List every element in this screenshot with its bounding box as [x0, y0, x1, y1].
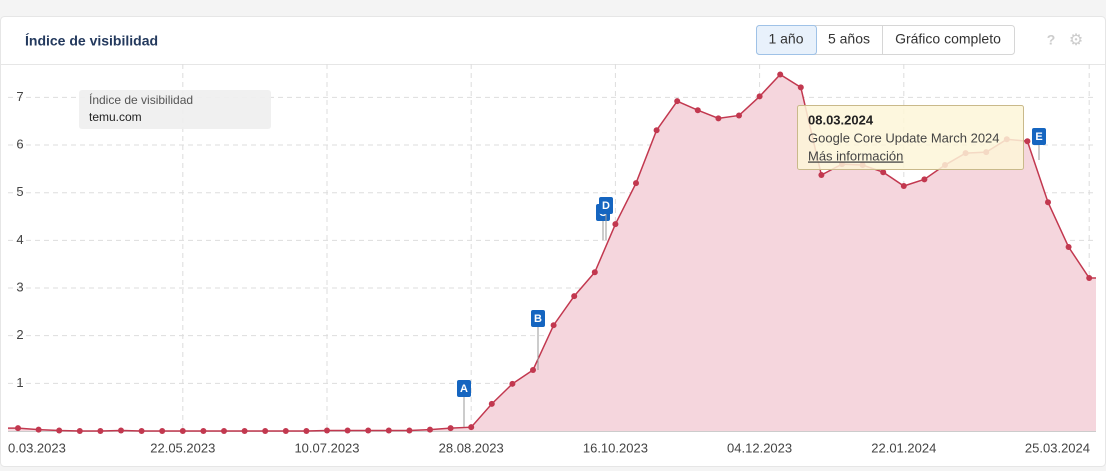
- data-point: [241, 428, 248, 434]
- legend-title: Índice de visibilidad: [89, 92, 193, 107]
- data-point: [488, 400, 495, 407]
- button-1y[interactable]: 1 año: [768, 31, 803, 47]
- data-point: [921, 176, 928, 183]
- data-point: [97, 428, 104, 434]
- data-point: [900, 183, 907, 190]
- widget-title: Índice de visibilidad: [25, 33, 158, 49]
- data-point: [138, 428, 145, 434]
- data-point: [35, 426, 42, 433]
- event-flag: [531, 310, 545, 327]
- x-tick-label: 04.12.2023: [727, 440, 792, 455]
- x-tick-label: 28.08.2023: [439, 440, 504, 455]
- data-point: [303, 428, 310, 434]
- data-point: [468, 424, 475, 431]
- event-label: A: [460, 383, 468, 395]
- data-point: [1086, 275, 1093, 282]
- data-point: [880, 169, 887, 176]
- y-tick-label: 5: [16, 184, 23, 199]
- button-active[interactable]: [756, 25, 817, 55]
- y-tick-label: 2: [16, 327, 23, 342]
- data-point: [427, 426, 433, 433]
- data-point: [262, 428, 269, 434]
- tooltip-text: Google Core Update March 2024: [808, 130, 1000, 145]
- event-label: D: [602, 200, 610, 212]
- legend-domain: temu.com: [89, 110, 142, 124]
- data-point: [56, 427, 63, 434]
- data-point: [777, 71, 784, 78]
- data-point: [571, 293, 578, 300]
- data-point: [694, 107, 701, 114]
- data-point: [612, 221, 619, 228]
- x-tick-label: 25.03.2024: [1025, 440, 1090, 455]
- event-flag: [457, 380, 471, 397]
- x-tick-label: 10.07.2023: [294, 440, 359, 455]
- legend-box: [79, 90, 271, 129]
- data-point: [530, 366, 536, 373]
- data-point: [200, 428, 207, 434]
- button-5y[interactable]: 5 años: [828, 31, 870, 47]
- data-point: [550, 322, 557, 329]
- data-point: [118, 427, 124, 434]
- data-point: [406, 427, 413, 434]
- tooltip: [797, 105, 1024, 170]
- data-point: [324, 427, 330, 434]
- x-tick-label: 0.03.2023: [8, 440, 66, 455]
- x-tick-label: 22.01.2024: [871, 440, 936, 455]
- event-flag: [1032, 128, 1046, 145]
- event-label: B: [534, 313, 542, 325]
- button-full[interactable]: Gráfico completo: [895, 31, 1001, 47]
- data-point: [633, 180, 639, 187]
- data-point: [797, 84, 804, 91]
- y-tick-label: 6: [16, 136, 23, 151]
- data-point: [756, 93, 763, 100]
- data-point: [736, 112, 742, 119]
- data-point: [509, 380, 516, 387]
- tooltip-date: 08.03.2024: [808, 112, 874, 127]
- data-point: [674, 98, 681, 105]
- data-point: [282, 428, 289, 434]
- area: [8, 74, 1096, 431]
- data-point: [1065, 244, 1072, 251]
- tooltip-link[interactable]: Más información: [808, 148, 903, 163]
- data-point: [653, 127, 660, 134]
- data-point: [818, 172, 825, 179]
- y-tick-label: 4: [16, 232, 23, 247]
- y-tick-label: 7: [16, 89, 23, 104]
- data-point: [159, 428, 166, 434]
- data-point: [344, 427, 351, 434]
- data-point: [365, 427, 372, 434]
- data-point: [76, 428, 83, 434]
- data-point: [1045, 199, 1051, 206]
- data-point: [715, 115, 722, 122]
- data-point: [1024, 138, 1031, 145]
- data-point: [179, 428, 186, 434]
- settings-icon[interactable]: ⚙: [1069, 32, 1083, 49]
- data-point: [385, 427, 392, 434]
- event-flag: [599, 197, 613, 214]
- data-point: [591, 269, 598, 276]
- y-tick-label: 1: [16, 375, 23, 390]
- data-point: [221, 428, 227, 434]
- x-tick-label: 22.05.2023: [150, 440, 215, 455]
- event-label: E: [1035, 131, 1042, 143]
- data-point: [15, 425, 21, 432]
- y-tick-label: 3: [16, 279, 23, 294]
- data-point: [447, 425, 454, 432]
- help-icon[interactable]: ?: [1047, 32, 1056, 48]
- x-tick-label: 16.10.2023: [583, 440, 648, 455]
